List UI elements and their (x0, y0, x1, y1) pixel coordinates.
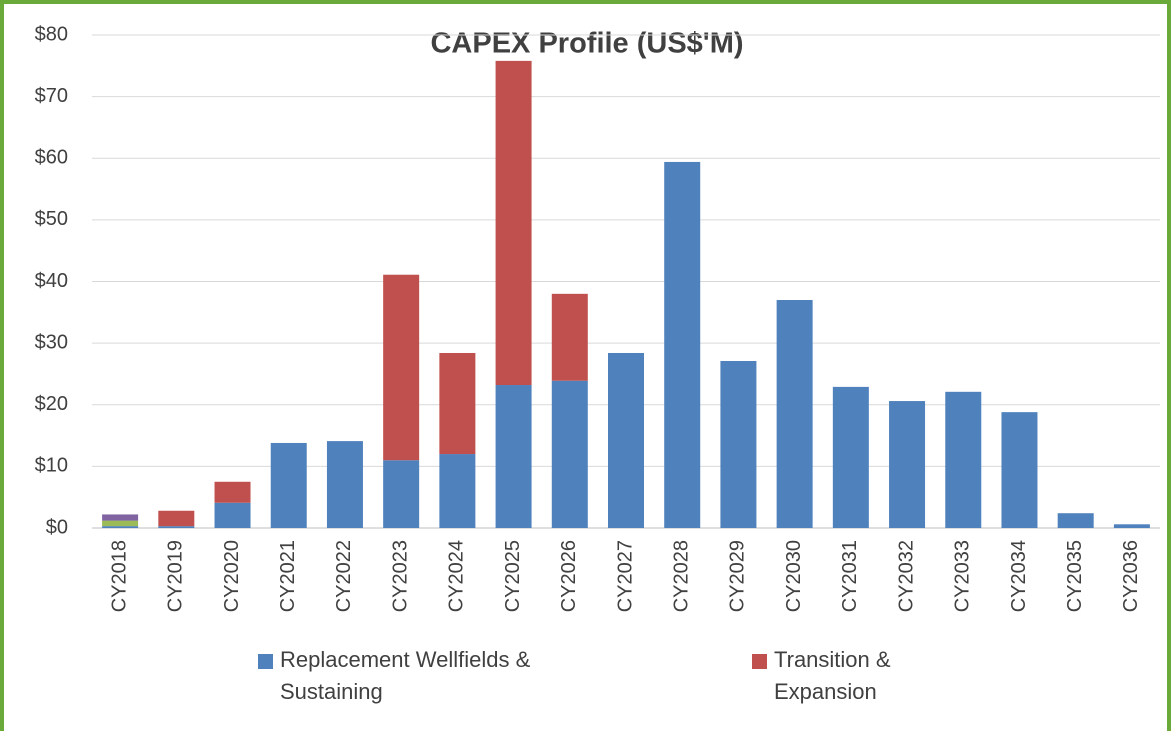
y-tick-label: $40 (35, 270, 68, 292)
y-tick-label: $10 (35, 455, 68, 477)
bar-segment (664, 161, 701, 528)
x-tick-label: CY2028 (670, 540, 692, 612)
bar-segment (214, 502, 251, 528)
bar-segment (439, 352, 476, 455)
bar-segment (102, 520, 139, 527)
x-tick-label: CY2031 (839, 540, 861, 612)
legend-swatch (258, 654, 273, 669)
x-tick-label: CY2020 (221, 540, 243, 612)
bar-segment (608, 352, 644, 528)
y-tick-label: $30 (35, 331, 68, 353)
bar-segment (495, 60, 532, 386)
x-tick-label: CY2027 (614, 540, 636, 612)
x-tick-label: CY2029 (727, 540, 749, 612)
bar-segment (102, 526, 139, 528)
y-tick-label: $20 (35, 393, 68, 415)
x-tick-label: CY2019 (165, 540, 187, 612)
x-tick-label: CY2018 (108, 540, 130, 612)
bar-segment (551, 293, 588, 381)
bar-segment (1113, 524, 1150, 528)
x-tick-label: CY2034 (1008, 540, 1030, 612)
bar-segment (158, 510, 195, 527)
x-tick-label: CY2026 (558, 540, 580, 612)
y-tick-label: $70 (35, 85, 68, 107)
bar-segment (383, 274, 420, 461)
x-tick-label: CY2032 (895, 540, 917, 612)
x-tick-label: CY2030 (783, 540, 805, 612)
y-tick-label: $50 (35, 208, 68, 230)
bar-segment (158, 526, 195, 528)
legend-label: Transition & Expansion (774, 647, 891, 704)
x-tick-label: CY2036 (1120, 540, 1142, 612)
bar-segment (889, 401, 926, 528)
x-tick-label: CY2033 (952, 540, 974, 612)
legend-swatch (752, 654, 767, 669)
x-tick-label: CY2035 (1064, 540, 1086, 612)
bar-segment (776, 299, 813, 528)
bar-segment (326, 441, 363, 528)
x-tick-label: CY2022 (333, 540, 355, 612)
bar-segment (720, 360, 757, 528)
bar-segment (102, 514, 139, 521)
x-tick-label: CY2021 (277, 540, 299, 612)
bar-segment (270, 442, 307, 528)
y-tick-label: $80 (35, 23, 68, 45)
bar-segment (551, 380, 588, 528)
x-tick-label: CY2025 (502, 540, 524, 612)
legend-label: Replacement Wellfields & Sustaining (280, 647, 531, 704)
y-tick-label: $0 (46, 516, 68, 538)
chart-title: CAPEX Profile (US$'M) (430, 28, 743, 60)
x-tick-label: CY2023 (389, 540, 411, 612)
bar-segment (1057, 513, 1094, 528)
bar-segment (383, 460, 420, 528)
y-tick-label: $60 (35, 147, 68, 169)
bar-segment (439, 454, 476, 528)
x-tick-label: CY2024 (446, 540, 468, 612)
bar-segment (945, 391, 982, 528)
bar-segment (214, 481, 251, 503)
bar-segment (832, 386, 869, 528)
bar-segment (1001, 412, 1038, 528)
bar-segment (495, 385, 532, 528)
